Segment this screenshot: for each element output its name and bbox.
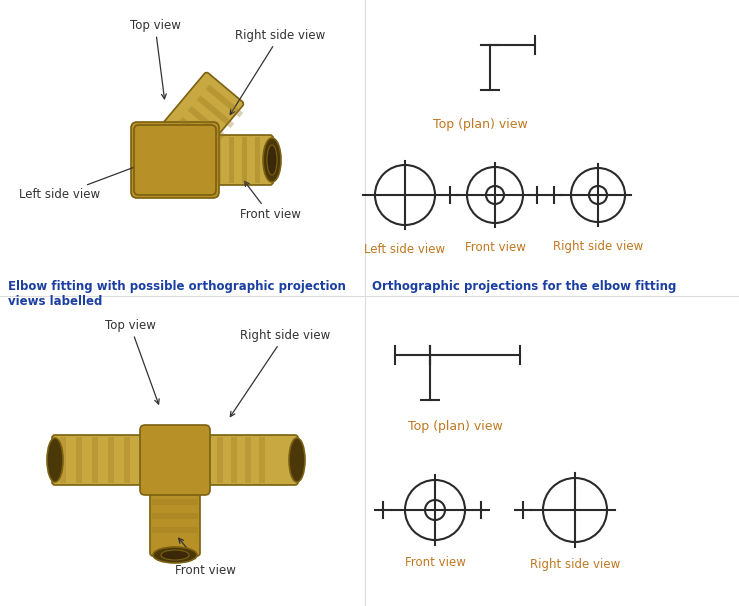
Text: Front view: Front view bbox=[239, 181, 301, 222]
Text: Front view: Front view bbox=[465, 241, 525, 254]
Bar bbox=[152, 527, 198, 533]
Text: Top (plan) view: Top (plan) view bbox=[432, 118, 528, 131]
Text: Front view: Front view bbox=[174, 538, 236, 576]
FancyBboxPatch shape bbox=[52, 435, 158, 485]
Text: Left side view: Left side view bbox=[364, 243, 446, 256]
Text: Right side view: Right side view bbox=[231, 28, 325, 115]
Text: Right side view: Right side view bbox=[553, 240, 643, 253]
FancyBboxPatch shape bbox=[131, 122, 219, 198]
Bar bbox=[179, 117, 217, 150]
Bar bbox=[203, 437, 209, 483]
Bar bbox=[242, 137, 247, 183]
Text: Right side view: Right side view bbox=[530, 558, 620, 571]
Text: Left side view: Left side view bbox=[19, 163, 144, 202]
Bar bbox=[231, 437, 237, 483]
Text: Top view: Top view bbox=[129, 19, 180, 99]
Text: Top (plan) view: Top (plan) view bbox=[408, 420, 503, 433]
Bar bbox=[229, 137, 234, 183]
Bar bbox=[92, 437, 98, 483]
Bar bbox=[217, 437, 223, 483]
Bar bbox=[216, 137, 221, 183]
Ellipse shape bbox=[263, 138, 281, 182]
Bar bbox=[197, 95, 234, 128]
Bar bbox=[124, 437, 130, 483]
Ellipse shape bbox=[153, 547, 197, 563]
Bar bbox=[60, 437, 66, 483]
Bar bbox=[205, 85, 243, 118]
Text: Right side view: Right side view bbox=[231, 328, 330, 416]
Bar bbox=[255, 137, 260, 183]
Text: Top view: Top view bbox=[104, 319, 159, 404]
FancyBboxPatch shape bbox=[140, 425, 210, 495]
FancyBboxPatch shape bbox=[150, 475, 200, 556]
Ellipse shape bbox=[289, 438, 305, 482]
Ellipse shape bbox=[267, 145, 277, 175]
Bar bbox=[188, 106, 225, 139]
Bar bbox=[203, 137, 208, 183]
Bar bbox=[76, 437, 82, 483]
Ellipse shape bbox=[161, 550, 189, 560]
Bar bbox=[108, 437, 114, 483]
Text: Orthographic projections for the elbow fitting: Orthographic projections for the elbow f… bbox=[372, 280, 676, 293]
Bar bbox=[152, 485, 198, 491]
Bar bbox=[152, 513, 198, 519]
FancyBboxPatch shape bbox=[192, 435, 298, 485]
Text: Front view: Front view bbox=[404, 556, 466, 569]
Bar bbox=[152, 499, 198, 505]
Bar bbox=[259, 437, 265, 483]
FancyBboxPatch shape bbox=[192, 135, 273, 185]
Bar bbox=[245, 437, 251, 483]
Text: Elbow fitting with possible orthographic projection
views labelled: Elbow fitting with possible orthographic… bbox=[8, 280, 346, 308]
FancyBboxPatch shape bbox=[155, 73, 244, 164]
Ellipse shape bbox=[47, 438, 63, 482]
FancyBboxPatch shape bbox=[134, 125, 216, 195]
